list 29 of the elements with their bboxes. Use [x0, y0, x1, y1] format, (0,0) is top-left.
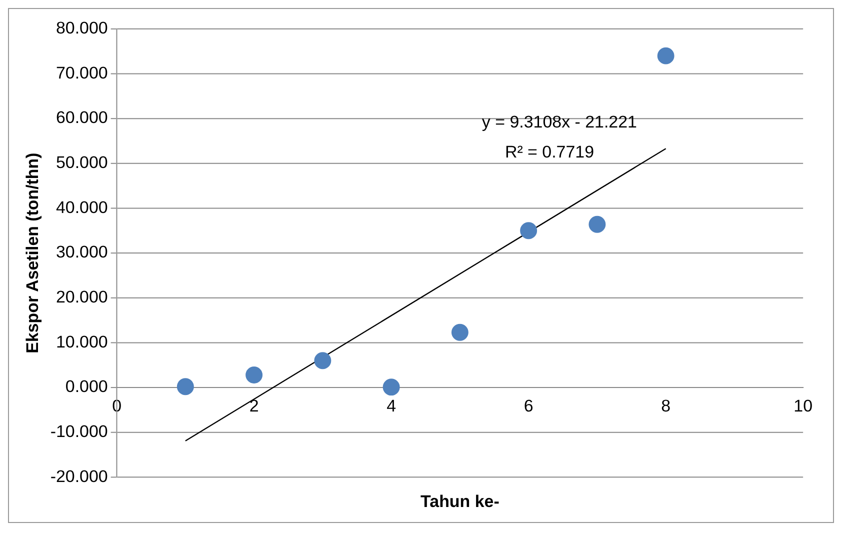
x-tick-label: 0 [112, 396, 122, 416]
y-tick-label: 60.000 [56, 108, 108, 128]
y-tick-label: 70.000 [56, 63, 108, 82]
x-tick-label: 4 [386, 396, 396, 416]
annotation: y = 9.3108x - 21.221 [482, 112, 637, 132]
x-tick-label: 8 [661, 396, 671, 416]
y-tick-label: 30.000 [56, 242, 108, 262]
y-tick-label: -20.000 [50, 466, 108, 486]
y-tick-label: 10.000 [56, 332, 108, 352]
x-axis-title: Tahun ke- [420, 492, 500, 512]
point [588, 216, 606, 233]
point [176, 378, 194, 396]
y-tick-label: 40.000 [56, 198, 108, 217]
x-tick-label: 2 [249, 396, 259, 416]
point [382, 378, 400, 396]
y-tick-label: 80.000 [56, 18, 108, 38]
y-tick-label: 0.000 [65, 377, 108, 396]
point [657, 47, 674, 64]
point [451, 324, 468, 341]
point [314, 352, 332, 370]
point [520, 222, 538, 240]
annotation: R² = 0.7719 [504, 142, 594, 162]
y-tick-label: -10.000 [50, 422, 108, 442]
x-tick-label: 6 [524, 396, 534, 416]
point [246, 366, 263, 384]
y-tick-label: 50.000 [56, 153, 108, 172]
y-tick-label: 20.000 [56, 288, 108, 307]
y-axis-title: Ekspor Asetilen (ton/thn) [22, 152, 42, 354]
x-tick-label: 10 [794, 396, 812, 416]
